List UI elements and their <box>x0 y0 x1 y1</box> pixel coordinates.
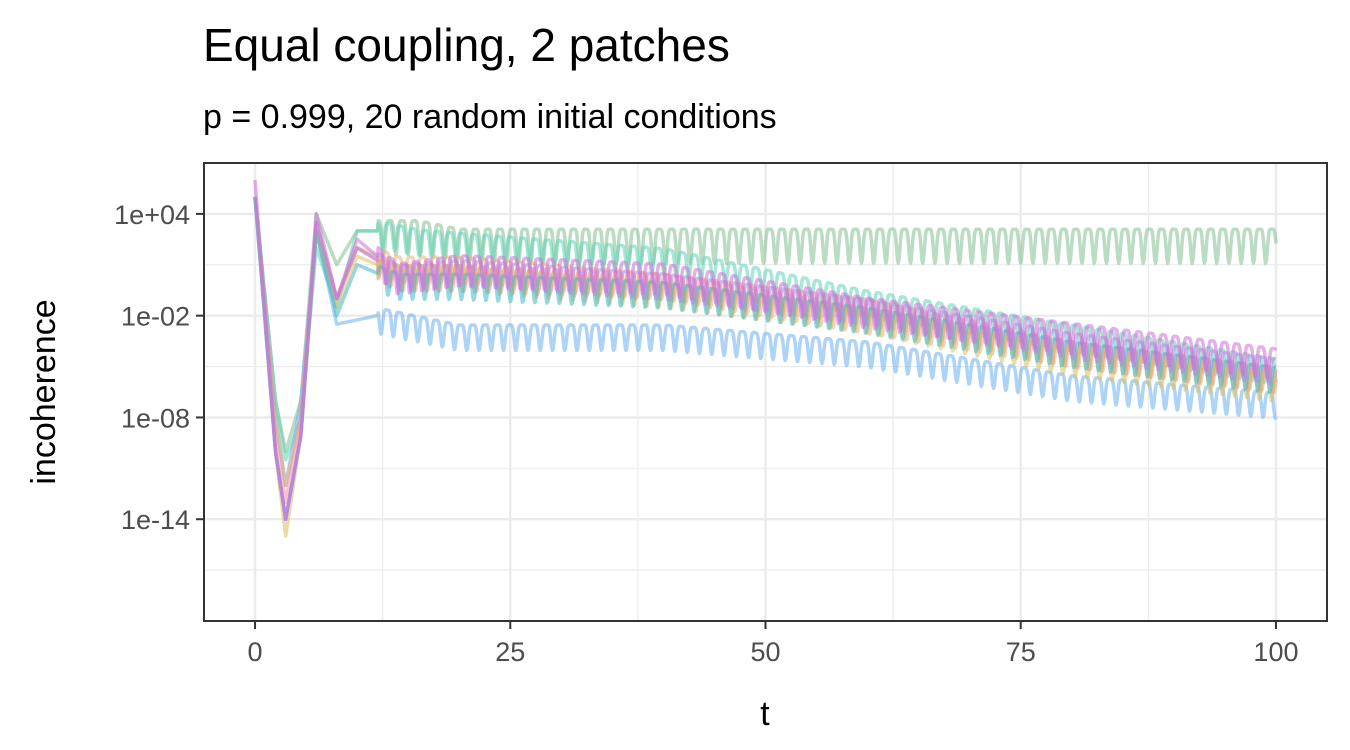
x-axis-title: t <box>760 695 770 733</box>
y-axis-title: incoherence <box>25 299 63 484</box>
x-tick-label: 0 <box>248 637 263 667</box>
x-tick-label: 75 <box>1006 637 1036 667</box>
y-tick-label: 1e-14 <box>121 505 190 535</box>
y-tick-label: 1e-08 <box>121 403 190 433</box>
x-tick-label: 50 <box>750 637 780 667</box>
y-tick-label: 1e+04 <box>114 200 190 230</box>
series-layer <box>253 179 1278 538</box>
series-line <box>253 179 1278 521</box>
y-axis: 1e+04 1e-02 1e-08 1e-14 <box>114 200 204 535</box>
y-tick-label: 1e-02 <box>121 302 190 332</box>
x-tick-label: 25 <box>495 637 525 667</box>
chart-title: Equal coupling, 2 patches <box>203 19 730 71</box>
series-line <box>253 196 1278 454</box>
chart-subtitle: p = 0.999, 20 random initial conditions <box>203 98 777 136</box>
x-axis: 0 25 50 75 100 <box>248 621 1298 667</box>
series-line <box>253 196 1278 488</box>
x-tick-label: 100 <box>1253 637 1298 667</box>
